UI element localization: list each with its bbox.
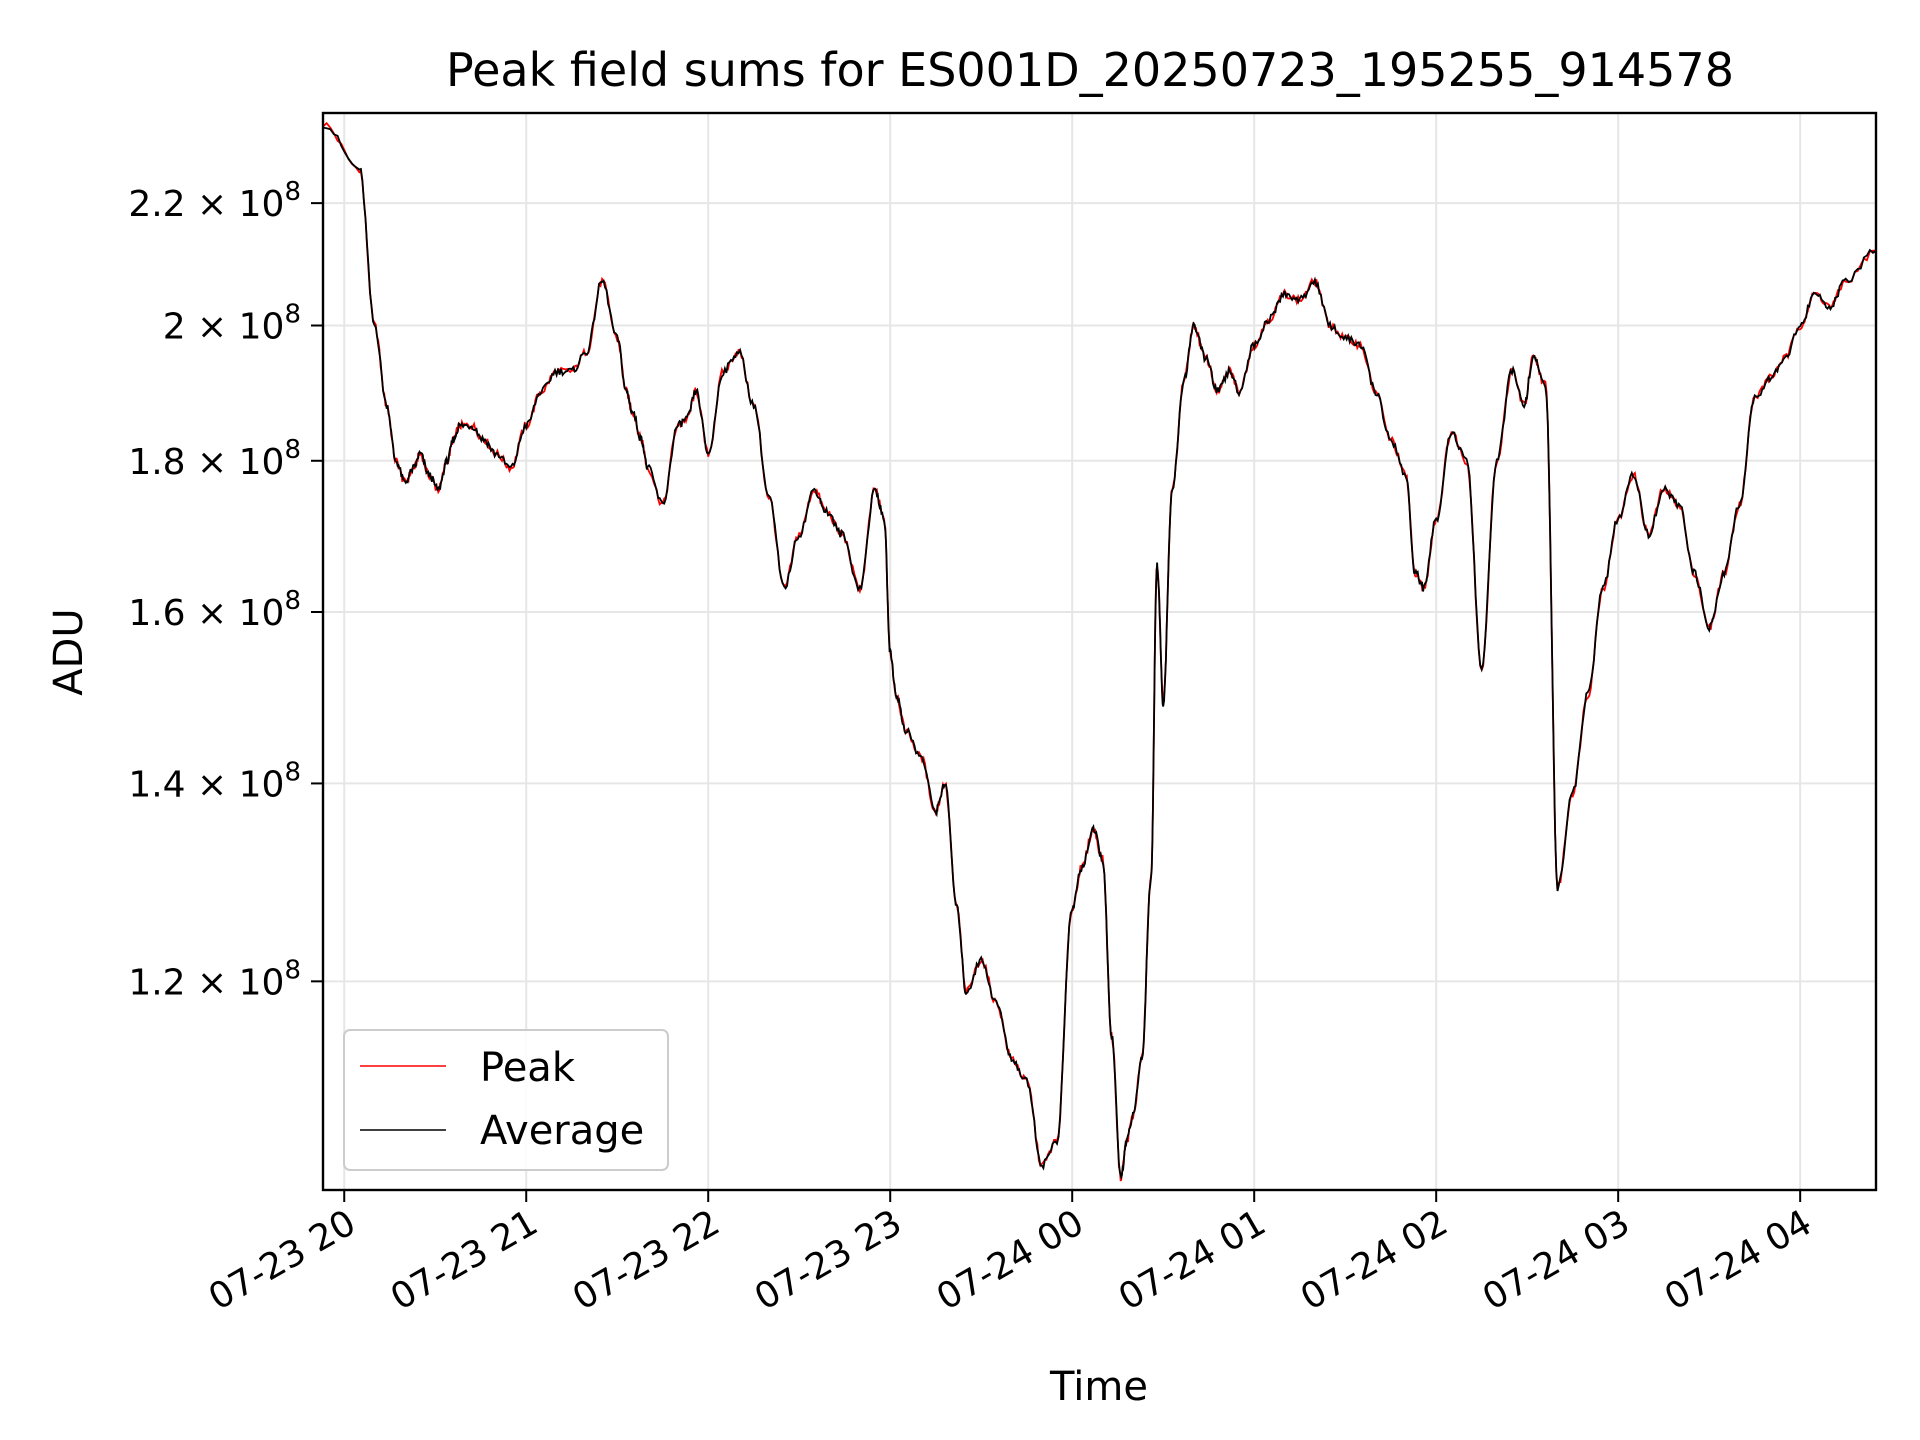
plot-frame: [321, 111, 1878, 1192]
y-tick-label: 1.2 × 108: [128, 955, 301, 1003]
legend-box: [343, 1029, 669, 1171]
y-tick-label: 2 × 108: [163, 300, 301, 348]
legend-label-average: Average: [480, 1108, 644, 1154]
y-tick-label: 1.8 × 108: [128, 435, 301, 483]
y-axis-ticks: 1.2 × 108 1.4 × 108 1.6 × 108 1.8 × 108 2 × …: [128, 177, 323, 1003]
grid-lines: [323, 113, 1876, 1190]
x-axis-label: Time: [1049, 1364, 1148, 1410]
legend: Peak Average: [343, 1029, 669, 1171]
legend-label-peak: Peak: [480, 1045, 576, 1091]
series-line-average: [323, 126, 1876, 1181]
y-axis-label: ADU: [46, 608, 92, 695]
y-tick-label: 2.2 × 108: [128, 177, 301, 225]
chart-title: Peak field sums for ES001D_20250723_1952…: [446, 43, 1734, 97]
y-tick-label: 1.6 × 108: [128, 586, 301, 634]
plot-lines: [323, 121, 1876, 1182]
y-tick-label: 1.4 × 108: [128, 757, 301, 805]
